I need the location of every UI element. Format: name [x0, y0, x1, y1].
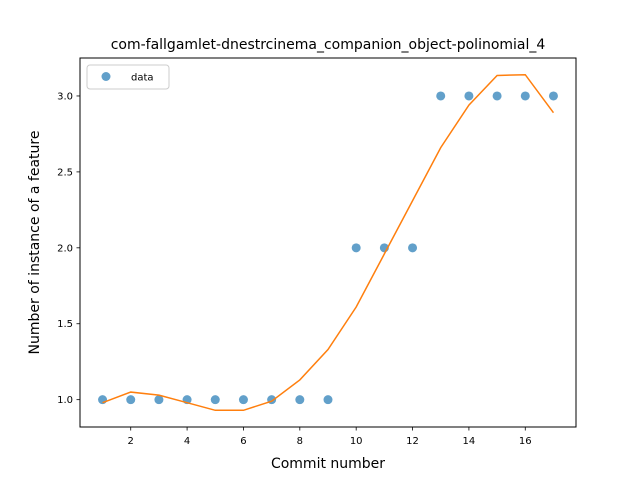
y-tick-label: 1.5	[57, 319, 73, 330]
y-tick-label: 3.0	[57, 91, 73, 102]
x-tick-label: 14	[463, 436, 476, 447]
data-point	[211, 395, 220, 404]
data-point	[521, 91, 530, 100]
legend-label: data	[131, 73, 154, 84]
x-axis-label: Commit number	[271, 456, 385, 472]
x-tick-label: 10	[350, 436, 363, 447]
x-tick-label: 4	[184, 436, 190, 447]
legend: data	[87, 65, 169, 89]
data-point	[324, 395, 333, 404]
data-point	[493, 91, 502, 100]
x-tick-label: 2	[128, 436, 134, 447]
data-point	[239, 395, 248, 404]
legend-marker-icon	[102, 72, 111, 81]
data-point	[408, 243, 417, 252]
chart-title: com-fallgamlet-dnestrcinema_companion_ob…	[111, 37, 546, 53]
x-tick-label: 12	[406, 436, 419, 447]
data-point	[295, 395, 304, 404]
y-tick-label: 2.0	[57, 243, 73, 254]
data-point	[436, 91, 445, 100]
data-point	[549, 91, 558, 100]
x-tick-label: 8	[297, 436, 303, 447]
data-point	[126, 395, 135, 404]
data-point	[98, 395, 107, 404]
y-tick-label: 2.5	[57, 167, 73, 178]
data-point	[352, 243, 361, 252]
x-tick-label: 6	[240, 436, 246, 447]
y-tick-label: 1.0	[57, 395, 73, 406]
y-axis-label: Number of instance of a feature	[27, 131, 43, 355]
legend-box	[87, 65, 169, 89]
data-point	[464, 91, 473, 100]
x-tick-label: 16	[519, 436, 532, 447]
